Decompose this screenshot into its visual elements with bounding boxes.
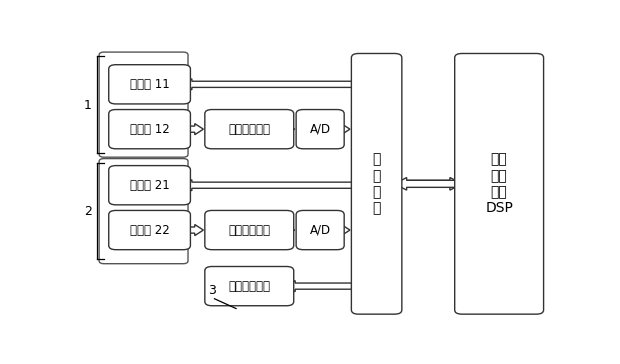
Text: 接收管 22: 接收管 22 — [130, 223, 169, 237]
FancyBboxPatch shape — [205, 210, 294, 250]
FancyArrow shape — [337, 225, 350, 236]
Text: 热释电传感器: 热释电传感器 — [228, 280, 270, 293]
Text: 发射器 11: 发射器 11 — [130, 78, 169, 91]
FancyArrow shape — [394, 178, 462, 190]
FancyBboxPatch shape — [454, 54, 544, 314]
FancyArrow shape — [184, 124, 203, 135]
Text: 运动
控制
中心
DSP: 运动 控制 中心 DSP — [485, 153, 513, 215]
FancyBboxPatch shape — [99, 159, 188, 264]
FancyArrow shape — [184, 180, 358, 191]
FancyArrow shape — [286, 281, 358, 292]
FancyBboxPatch shape — [108, 65, 190, 104]
FancyArrow shape — [286, 225, 294, 236]
FancyArrow shape — [184, 79, 358, 90]
FancyBboxPatch shape — [108, 110, 190, 149]
FancyBboxPatch shape — [108, 166, 190, 205]
Text: 3: 3 — [208, 284, 216, 297]
FancyBboxPatch shape — [352, 54, 402, 314]
Text: 2: 2 — [84, 205, 92, 218]
Text: A/D: A/D — [309, 123, 330, 136]
FancyBboxPatch shape — [99, 52, 188, 157]
Text: 信号调理电路: 信号调理电路 — [228, 223, 270, 237]
Text: 信号调理电路: 信号调理电路 — [228, 123, 270, 136]
FancyArrow shape — [286, 124, 294, 135]
FancyBboxPatch shape — [296, 110, 344, 149]
Text: 控
制
单
元: 控 制 单 元 — [373, 153, 381, 215]
FancyArrow shape — [184, 225, 203, 236]
Text: 发射管 21: 发射管 21 — [130, 179, 169, 192]
Text: 接收器 12: 接收器 12 — [130, 123, 169, 136]
FancyBboxPatch shape — [108, 210, 190, 250]
FancyArrow shape — [394, 178, 462, 190]
FancyBboxPatch shape — [205, 110, 294, 149]
Text: A/D: A/D — [309, 223, 330, 237]
FancyBboxPatch shape — [205, 266, 294, 306]
Text: 1: 1 — [84, 99, 92, 112]
FancyArrow shape — [337, 124, 350, 135]
FancyBboxPatch shape — [296, 210, 344, 250]
